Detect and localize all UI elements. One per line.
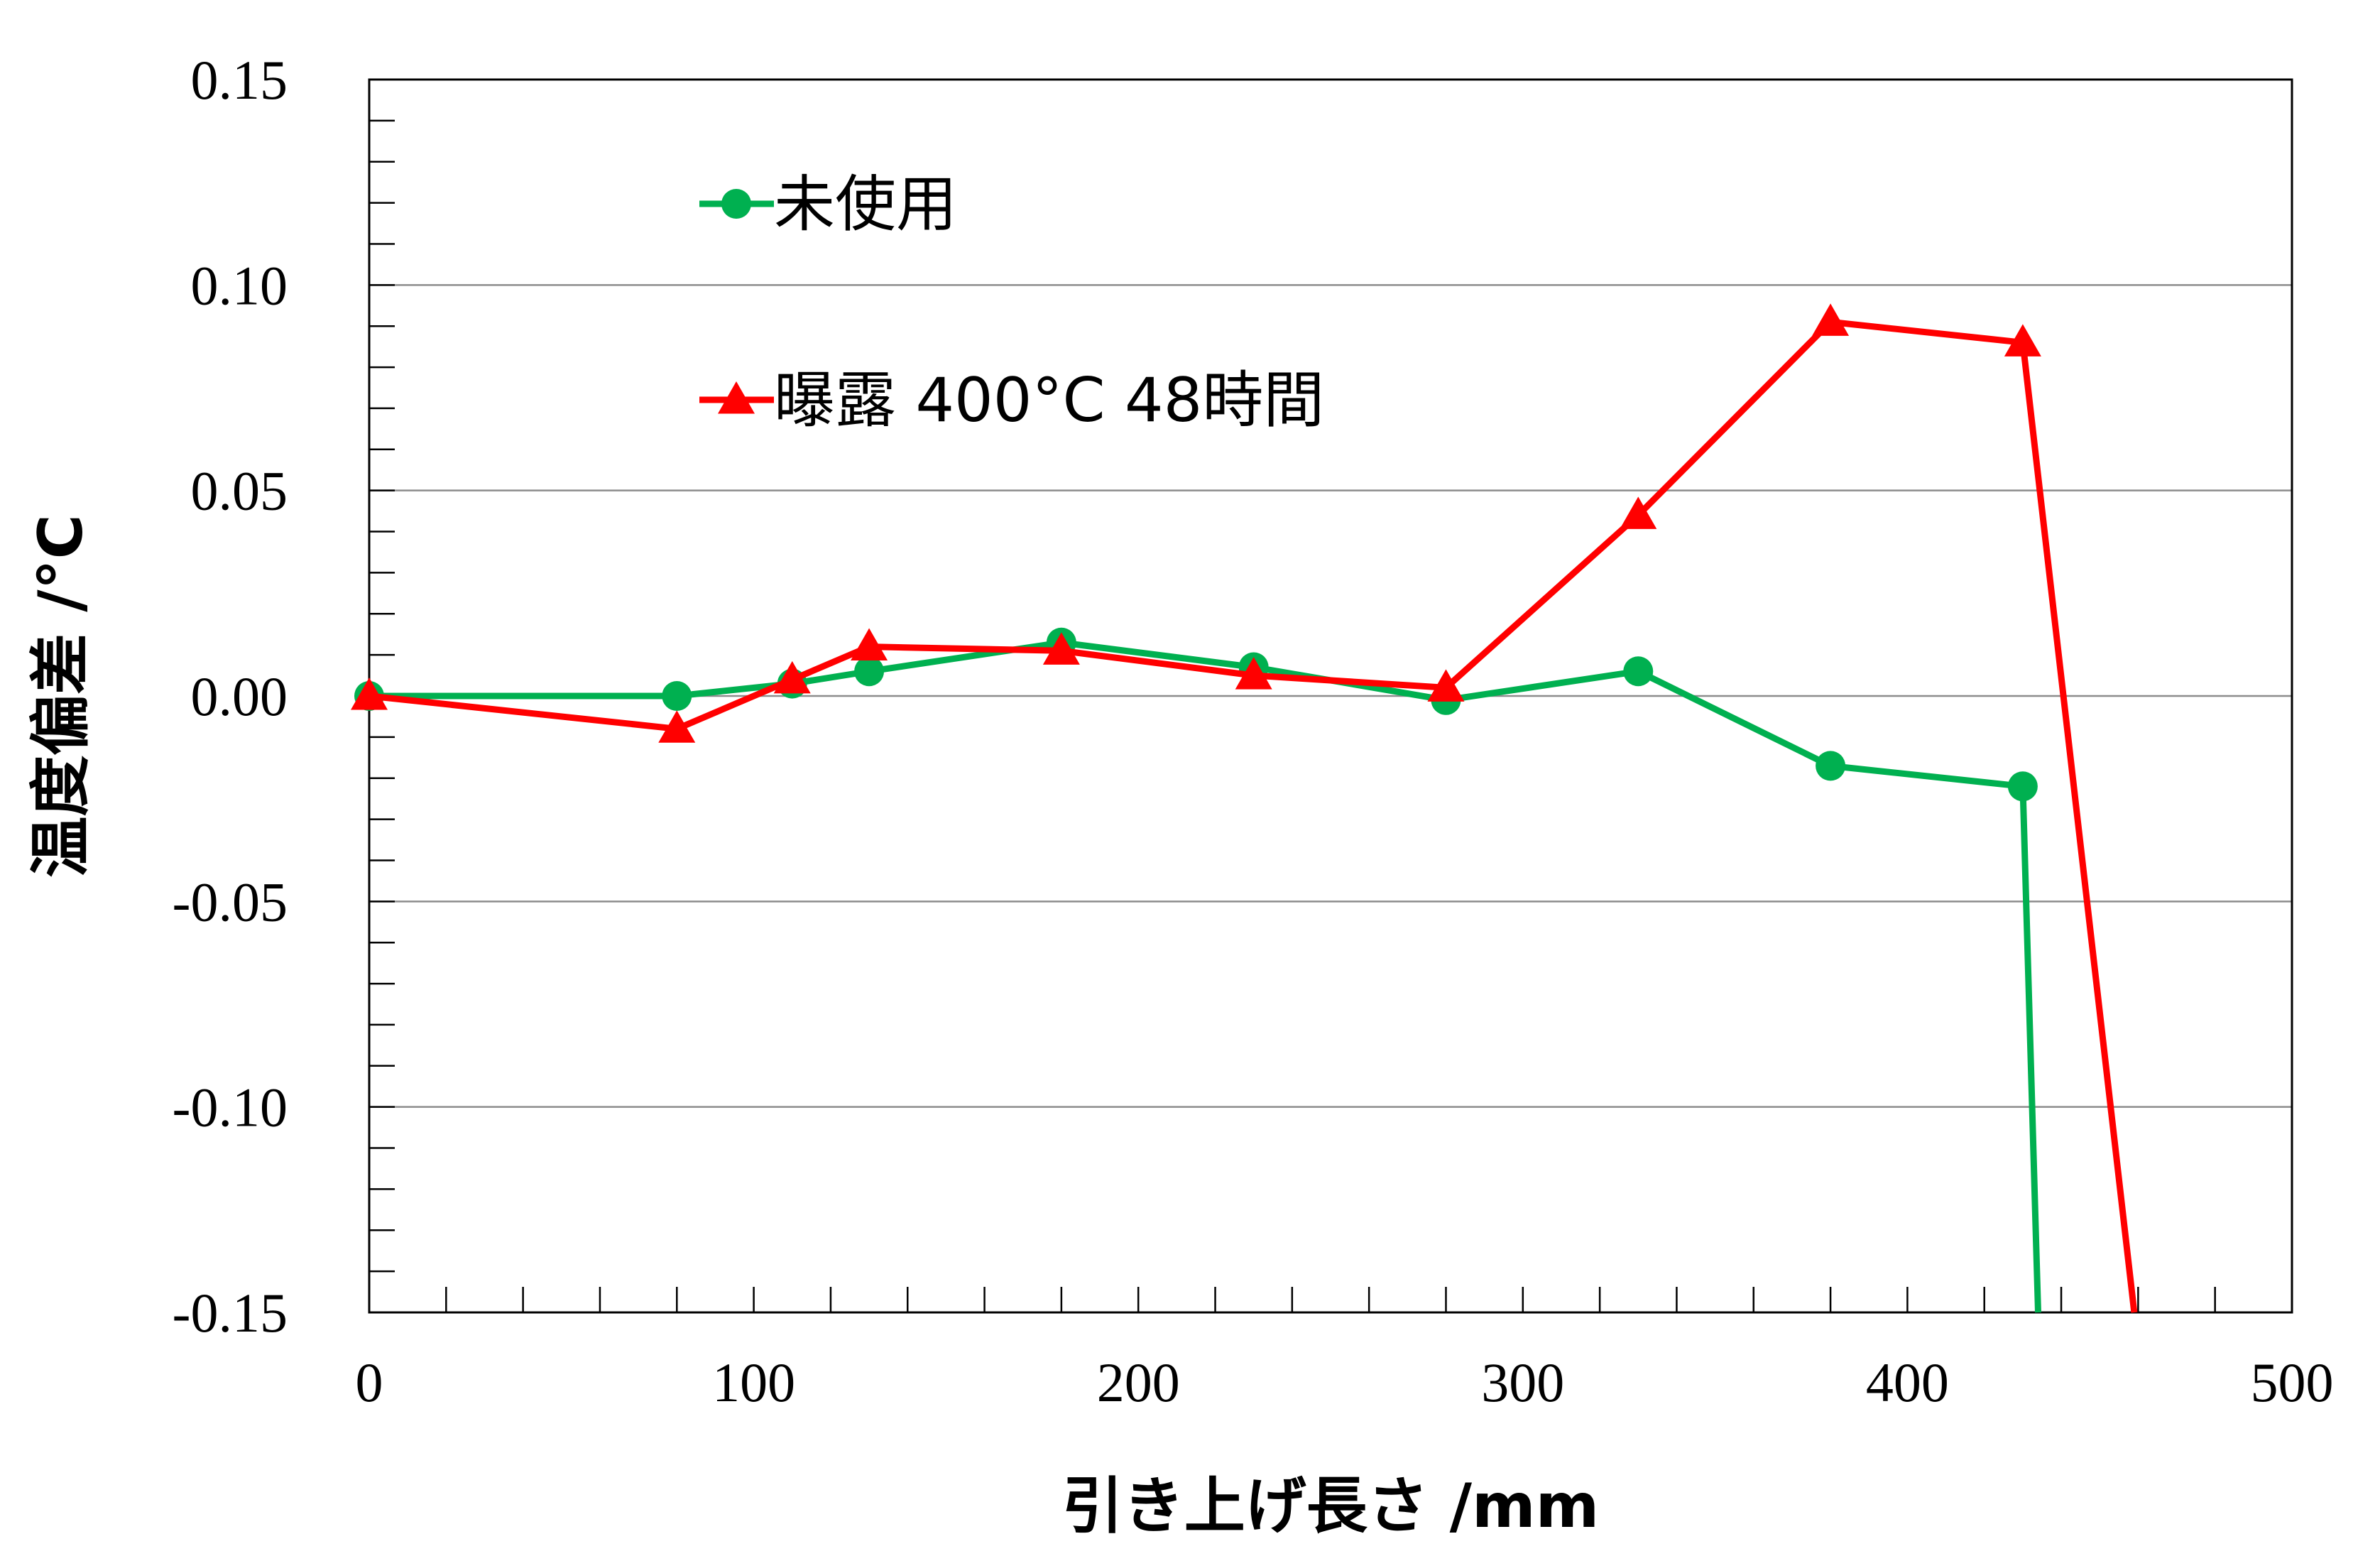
y-tick-label: 0.10 — [191, 254, 288, 316]
series-unused — [354, 627, 2041, 1313]
x-tick-label: 200 — [1097, 1351, 1180, 1413]
data-point-circle — [854, 656, 885, 687]
y-tick-label: -0.15 — [173, 1282, 288, 1344]
x-tick-label: 300 — [1481, 1351, 1564, 1413]
y-tick-labels: 0.15 0.10 0.05 0.00 -0.05 -0.10 -0.15 — [173, 49, 288, 1344]
x-tick-label: 100 — [712, 1351, 795, 1413]
x-tick-label: 0 — [356, 1351, 383, 1413]
data-point-triangle — [851, 628, 888, 661]
y-tick-label: -0.05 — [173, 871, 288, 932]
data-point-triangle — [2004, 324, 2041, 357]
x-tick-label: 400 — [1866, 1351, 1949, 1413]
data-point-circle — [662, 681, 692, 711]
legend-label-exposed: 曝露 400°C 48時間 — [774, 365, 1324, 436]
legend-marker-circle — [699, 189, 774, 219]
y-axis-title: 温度偏差 /°C — [26, 514, 97, 877]
y-tick-label: 0.15 — [191, 49, 288, 111]
x-tick-labels: 0 100 200 300 400 500 — [356, 1351, 2334, 1413]
legend: 未使用 曝露 400°C 48時間 — [699, 169, 1324, 436]
legend-item-unused: 未使用 — [699, 169, 957, 240]
series-line — [369, 639, 2041, 1313]
series-line — [369, 318, 2138, 1313]
data-point-circle — [1623, 656, 1654, 687]
legend-symbol — [718, 381, 755, 414]
data-point-triangle — [1620, 496, 1657, 529]
series-exposed — [351, 303, 2138, 1313]
legend-symbol — [721, 189, 751, 219]
legend-label-unused: 未使用 — [774, 169, 957, 240]
data-point-triangle — [773, 660, 811, 694]
series-layer — [351, 303, 2138, 1313]
y-tick-label: -0.10 — [173, 1077, 288, 1138]
data-point-circle — [1816, 751, 1846, 781]
x-axis-title: 引き上げ長さ /mm — [1062, 1471, 1600, 1542]
data-point-circle — [2007, 771, 2038, 802]
legend-item-exposed: 曝露 400°C 48時間 — [699, 365, 1324, 436]
legend-marker-triangle — [699, 381, 774, 414]
data-point-triangle — [1235, 657, 1272, 690]
x-tick-label: 500 — [2251, 1351, 2334, 1413]
data-point-triangle — [1427, 669, 1465, 702]
data-point-triangle — [658, 710, 696, 743]
data-point-triangle — [351, 678, 388, 710]
data-point-triangle — [1812, 303, 1850, 336]
minor-ticks — [369, 119, 2216, 1312]
y-tick-label: 0.05 — [191, 460, 288, 522]
y-tick-label: 0.00 — [191, 665, 288, 727]
data-point-triangle — [1042, 632, 1080, 665]
